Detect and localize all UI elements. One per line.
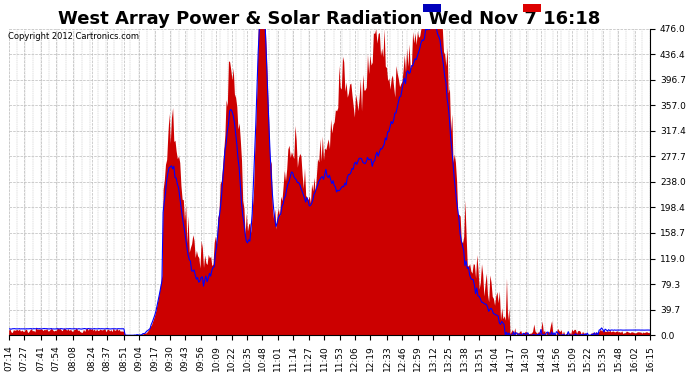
Title: West Array Power & Solar Radiation Wed Nov 7 16:18: West Array Power & Solar Radiation Wed N… [58,10,600,28]
Text: Copyright 2012 Cartronics.com: Copyright 2012 Cartronics.com [8,32,139,41]
Legend: Radiation (w/m2), West Array (DC Watts): Radiation (w/m2), West Array (DC Watts) [421,2,646,15]
